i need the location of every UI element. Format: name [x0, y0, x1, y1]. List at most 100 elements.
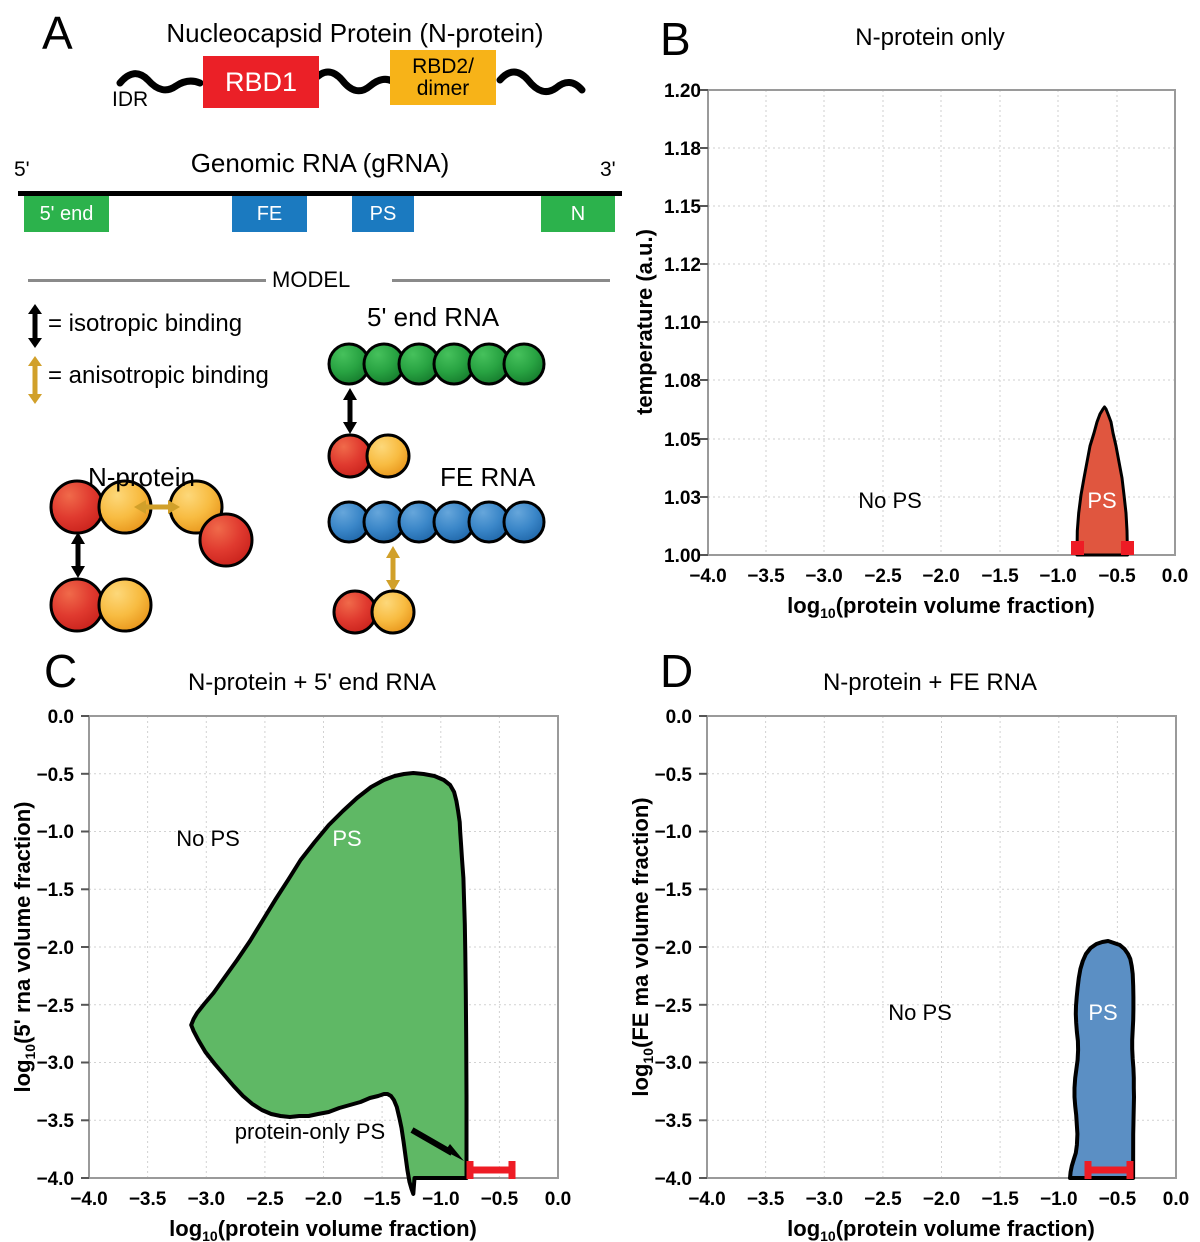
svg-text:−0.5: −0.5 [1099, 1189, 1137, 1210]
panel-c-annotation-arrow-icon [410, 1127, 464, 1161]
model-divider-left [28, 279, 266, 282]
panel-b-xlabel: log10(protein volume fraction) [787, 593, 1095, 621]
svg-text:−0.5: −0.5 [1098, 566, 1136, 587]
svg-text:−1.0: −1.0 [1040, 1189, 1078, 1210]
svg-text:−2.5: −2.5 [36, 996, 74, 1017]
panel-letter-c: C [44, 645, 78, 697]
svg-text:0.0: 0.0 [1163, 1189, 1189, 1210]
svg-text:−1.5: −1.5 [654, 880, 692, 901]
grna-block-ps: PS [352, 196, 414, 232]
model-header: MODEL [272, 267, 351, 292]
svg-text:0.0: 0.0 [545, 1189, 571, 1210]
svg-text:−2.5: −2.5 [864, 566, 902, 587]
svg-text:−1.0: −1.0 [1039, 566, 1077, 587]
svg-text:−2.0: −2.0 [305, 1189, 343, 1210]
linker-squiggle-middle [310, 68, 396, 95]
panel-c-binodal-marker [466, 1161, 516, 1179]
svg-text:−1.5: −1.5 [981, 1189, 1019, 1210]
svg-text:−0.5: −0.5 [654, 765, 692, 786]
svg-text:−3.0: −3.0 [654, 1053, 692, 1074]
svg-text:−1.5: −1.5 [36, 880, 74, 901]
svg-text:−2.0: −2.0 [923, 1189, 961, 1210]
panel-b-y-ticklabels: 1.20 1.18 1.15 1.12 1.10 1.08 1.05 1.03 … [664, 81, 701, 567]
grna-block-fe: FE [232, 196, 307, 232]
svg-text:−4.0: −4.0 [36, 1169, 74, 1190]
grna-backbone [18, 191, 622, 196]
model-bead-schematics [49, 342, 546, 635]
panel-c-annotation-label: protein-only PS [235, 1119, 385, 1144]
fe-rna-chain [327, 500, 546, 544]
svg-text:0.0: 0.0 [666, 707, 692, 728]
nprotein-domain-cartoon [116, 68, 586, 96]
fe-anisotropic-arrow-icon [386, 546, 400, 592]
panel-letter-d: D [660, 645, 694, 697]
svg-text:−3.0: −3.0 [188, 1189, 226, 1210]
svg-text:−3.0: −3.0 [805, 566, 843, 587]
svg-text:1.18: 1.18 [664, 139, 701, 160]
panel-c-ps-region [189, 771, 469, 1196]
five-end-rna-schematic-label: 5' end RNA [367, 302, 500, 332]
panel-d-chart: N-protein + FE RNA [628, 669, 1189, 1242]
legend-isotropic-label: = isotropic binding [48, 310, 243, 337]
panel-d-title: N-protein + FE RNA [823, 669, 1037, 696]
panel-b-chart: N-protein only 1.20 1.18 1.15 [632, 24, 1188, 621]
panel-c-x-ticklabels: −4.0 −3.5 −3.0 −2.5 −2.0 −1.5 −1.0 −0.5 0.0 [70, 1189, 571, 1210]
svg-text:−4.0: −4.0 [689, 566, 727, 587]
svg-text:0.0: 0.0 [48, 707, 74, 728]
nprotein-dimer-upper-right [168, 479, 254, 568]
legend-anisotropic-label: = anisotropic binding [48, 362, 269, 389]
five-end-rna-chain [327, 342, 546, 386]
svg-text:−3.5: −3.5 [129, 1189, 167, 1210]
grna-block-label: N [570, 202, 586, 225]
svg-text:−4.0: −4.0 [70, 1189, 108, 1210]
svg-text:0.0: 0.0 [1162, 566, 1188, 587]
svg-text:1.08: 1.08 [664, 371, 701, 392]
anisotropic-arrow-icon [28, 356, 42, 404]
svg-text:1.10: 1.10 [664, 313, 701, 334]
rbd2-label-line2: dimer [416, 76, 470, 100]
svg-text:−1.0: −1.0 [36, 822, 74, 843]
panel-b-ps-label: PS [1087, 488, 1116, 513]
panel-d-no-ps-label: No PS [888, 1000, 952, 1025]
panel-c-ylabel: log10(5' rna volume fraction) [10, 802, 38, 1093]
panel-b-binodal-right-cap [1121, 541, 1134, 555]
panel-d-y-ticks [699, 715, 707, 1179]
svg-text:−4.0: −4.0 [688, 1189, 726, 1210]
svg-text:−2.0: −2.0 [654, 938, 692, 959]
svg-text:−3.5: −3.5 [747, 566, 785, 587]
panel-c-y-ticks [81, 715, 89, 1179]
panel-b-title: N-protein only [855, 24, 1004, 51]
panel-b-ps-region [1075, 405, 1129, 557]
panel-c-xlabel: log10(protein volume fraction) [169, 1216, 477, 1242]
idr-label: IDR [112, 88, 149, 111]
svg-text:1.12: 1.12 [664, 255, 701, 276]
svg-text:−1.0: −1.0 [654, 822, 692, 843]
svg-text:−1.5: −1.5 [363, 1189, 401, 1210]
panel-c-ps-label: PS [332, 826, 361, 851]
panel-b-y-ticks [700, 89, 708, 556]
svg-text:−0.5: −0.5 [481, 1189, 519, 1210]
nprotein-schematic-label: N-protein [88, 462, 195, 492]
isotropic-arrow-icon [28, 304, 42, 348]
svg-text:−4.0: −4.0 [654, 1169, 692, 1190]
svg-text:1.05: 1.05 [664, 430, 701, 451]
grna-title: Genomic RNA (gRNA) [190, 148, 450, 178]
model-divider-right [392, 279, 610, 282]
rbd1-label: RBD1 [224, 66, 298, 97]
grna-block-label: 5' end [39, 202, 94, 225]
idr-squiggle-left [116, 70, 204, 94]
svg-text:−0.5: −0.5 [36, 765, 74, 786]
panel-letter-b: B [660, 13, 691, 65]
grna-block-n: N [541, 196, 615, 232]
panel-letter-a: A [42, 7, 73, 59]
rbd1-block: RBD1 [203, 56, 319, 108]
panel-b-ylabel: temperature (a.u.) [632, 229, 657, 415]
rbd2-label-line1: RBD2/ [412, 55, 474, 79]
fe-rna-schematic-label: FE RNA [440, 462, 536, 492]
panel-c-y-ticklabels: 0.0 −0.5 −1.0 −1.5 −2.0 −2.5 −3.0 −3.5 −4.0 [36, 707, 74, 1190]
svg-text:1.00: 1.00 [664, 546, 701, 567]
panel-a-protein-title: Nucleocapsid Protein (N-protein) [166, 18, 544, 48]
svg-text:−2.5: −2.5 [246, 1189, 284, 1210]
five-end-isotropic-arrow-icon [343, 388, 357, 434]
